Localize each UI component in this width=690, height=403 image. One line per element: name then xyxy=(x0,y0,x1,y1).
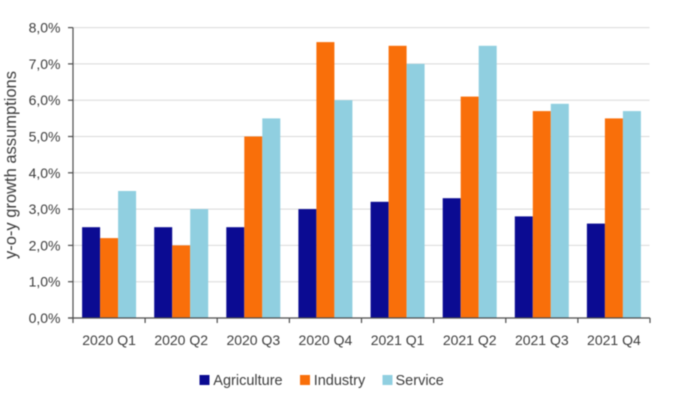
svg-text:2020 Q1: 2020 Q1 xyxy=(82,332,136,348)
svg-text:4,0%: 4,0% xyxy=(29,165,61,181)
svg-text:2,0%: 2,0% xyxy=(29,237,61,253)
svg-text:1,0%: 1,0% xyxy=(29,274,61,290)
svg-text:7,0%: 7,0% xyxy=(29,56,61,72)
svg-text:2020 Q3: 2020 Q3 xyxy=(226,332,280,348)
svg-text:0,0%: 0,0% xyxy=(29,310,61,326)
svg-text:2021 Q1: 2021 Q1 xyxy=(371,332,425,348)
svg-text:2020 Q4: 2020 Q4 xyxy=(299,332,353,348)
svg-text:Service: Service xyxy=(396,373,444,389)
svg-text:y-o-y growth assumptions: y-o-y growth assumptions xyxy=(2,71,20,259)
svg-text:8,0%: 8,0% xyxy=(29,20,61,36)
svg-text:2021 Q4: 2021 Q4 xyxy=(587,332,641,348)
svg-text:5,0%: 5,0% xyxy=(29,129,61,145)
svg-text:2020 Q2: 2020 Q2 xyxy=(154,332,208,348)
svg-text:Industry: Industry xyxy=(314,373,366,389)
svg-text:3,0%: 3,0% xyxy=(29,201,61,217)
svg-text:Agriculture: Agriculture xyxy=(213,373,282,389)
svg-text:2021 Q2: 2021 Q2 xyxy=(443,332,497,348)
svg-text:2021 Q3: 2021 Q3 xyxy=(515,332,569,348)
svg-text:6,0%: 6,0% xyxy=(29,92,61,108)
